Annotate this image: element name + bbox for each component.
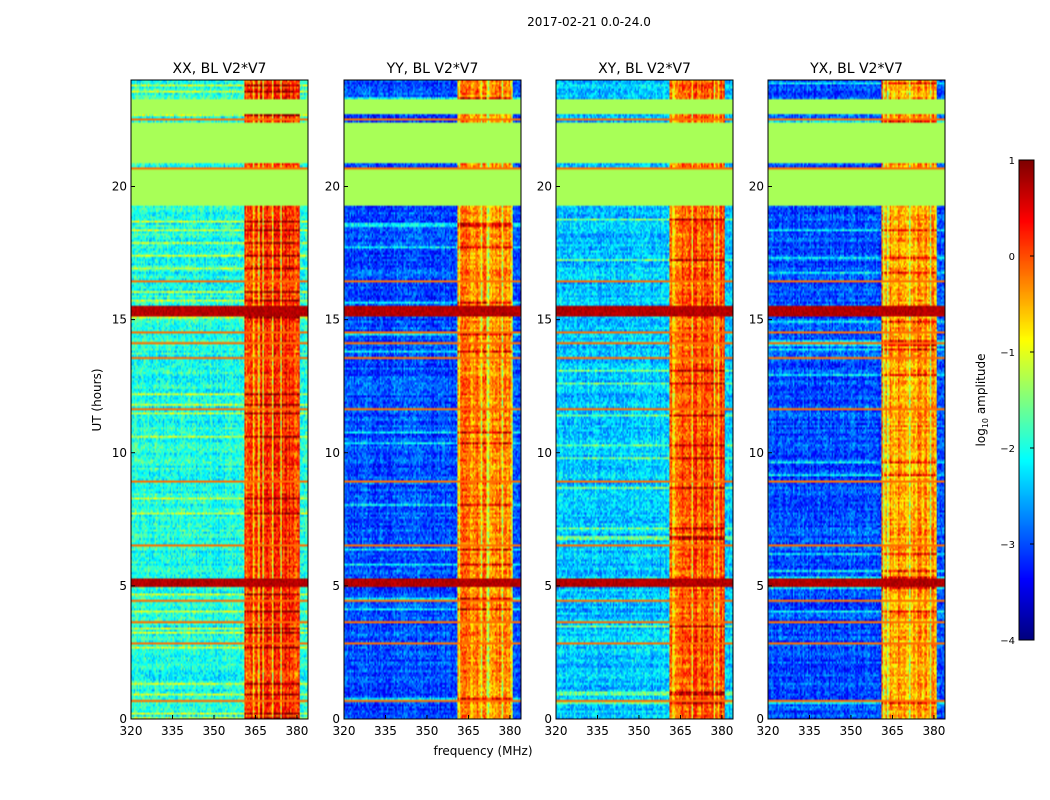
x-tick-label: 380 <box>285 724 308 738</box>
colorbar-frame <box>1018 159 1035 641</box>
y-tick-label: 5 <box>756 579 764 593</box>
y-tick-label: 10 <box>325 446 340 460</box>
colorbar-ticks: −4 −3 −2 −1 0 1 <box>1000 156 1034 647</box>
figure-title: 2017-02-21 0.0-24.0 <box>527 15 651 29</box>
colorbar: −4 −3 −2 −1 0 1 log10 amplitude <box>974 156 1035 647</box>
y-tick-label: 0 <box>756 712 764 726</box>
x-tick-label: 350 <box>840 724 863 738</box>
y-tick-label: 20 <box>112 180 127 194</box>
x-tick-label: 320 <box>545 724 568 738</box>
y-tick-label: 20 <box>325 180 340 194</box>
x-tick-label: 365 <box>244 724 267 738</box>
panel-title: XX, BL V2*V7 <box>173 61 267 77</box>
x-axis-label: frequency (MHz) <box>433 744 532 758</box>
y-tick-label: 10 <box>112 446 127 460</box>
y-tick-label: 15 <box>112 313 127 327</box>
x-tick-label: 365 <box>457 724 480 738</box>
y-tick-label: 0 <box>544 712 552 726</box>
colorbar-tick-label: −4 <box>1000 636 1015 647</box>
colorbar-tick-label: 1 <box>1009 156 1015 167</box>
y-tick-label: 20 <box>537 180 552 194</box>
x-tick-label: 350 <box>416 724 439 738</box>
y-tick-label: 10 <box>537 446 552 460</box>
panel-3: YX, BL V2*V7 320 335 350 365 380 0 5 10 15 20 <box>749 61 946 738</box>
panel-heatmap <box>768 80 945 719</box>
y-tick-label: 0 <box>119 712 127 726</box>
panel-title: XY, BL V2*V7 <box>598 61 691 77</box>
y-tick-label: 20 <box>749 180 764 194</box>
panel-heatmap <box>131 80 308 719</box>
colorbar-tick-label: 0 <box>1009 252 1015 263</box>
colorbar-tick-label: −1 <box>1000 348 1015 359</box>
panel-0: XX, BL V2*V7 320 335 350 365 380 0 5 10 15 20 <box>112 61 309 738</box>
y-tick-label: 5 <box>332 579 340 593</box>
x-tick-label: 350 <box>203 724 226 738</box>
panel-frame <box>343 79 522 720</box>
colorbar-label: log10 amplitude <box>974 354 990 447</box>
y-tick-label: 15 <box>537 313 552 327</box>
x-tick-label: 335 <box>374 724 397 738</box>
panel-1: YY, BL V2*V7 320 335 350 365 380 0 5 10 15 20 <box>325 61 522 738</box>
panel-frame <box>130 79 309 720</box>
panel-frame <box>555 79 734 720</box>
y-tick-label: 15 <box>749 313 764 327</box>
colorbar-gradient <box>1019 160 1034 640</box>
y-tick-label: 15 <box>325 313 340 327</box>
x-tick-label: 350 <box>628 724 651 738</box>
y-tick-label: 5 <box>119 579 127 593</box>
x-tick-label: 320 <box>120 724 143 738</box>
colorbar-tick-label: −3 <box>1000 540 1015 551</box>
y-tick-label: 5 <box>544 579 552 593</box>
y-tick-label: 0 <box>332 712 340 726</box>
x-tick-label: 380 <box>710 724 733 738</box>
colorbar-tick-label: −2 <box>1000 444 1015 455</box>
x-tick-label: 335 <box>798 724 821 738</box>
y-tick-label: 10 <box>749 446 764 460</box>
panel-heatmap <box>344 80 521 719</box>
panel-title: YY, BL V2*V7 <box>386 61 479 77</box>
panel-heatmap <box>556 80 733 719</box>
x-tick-label: 320 <box>757 724 780 738</box>
y-axis-label: UT (hours) <box>90 368 104 431</box>
panel-2: XY, BL V2*V7 320 335 350 365 380 0 5 10 15 20 <box>537 61 734 738</box>
x-tick-label: 365 <box>669 724 692 738</box>
x-tick-label: 335 <box>586 724 609 738</box>
x-tick-label: 320 <box>333 724 356 738</box>
x-tick-label: 365 <box>881 724 904 738</box>
panel-title: YX, BL V2*V7 <box>809 61 903 77</box>
x-tick-label: 380 <box>922 724 945 738</box>
x-tick-label: 335 <box>161 724 184 738</box>
x-tick-label: 380 <box>498 724 521 738</box>
panel-frame <box>767 79 946 720</box>
